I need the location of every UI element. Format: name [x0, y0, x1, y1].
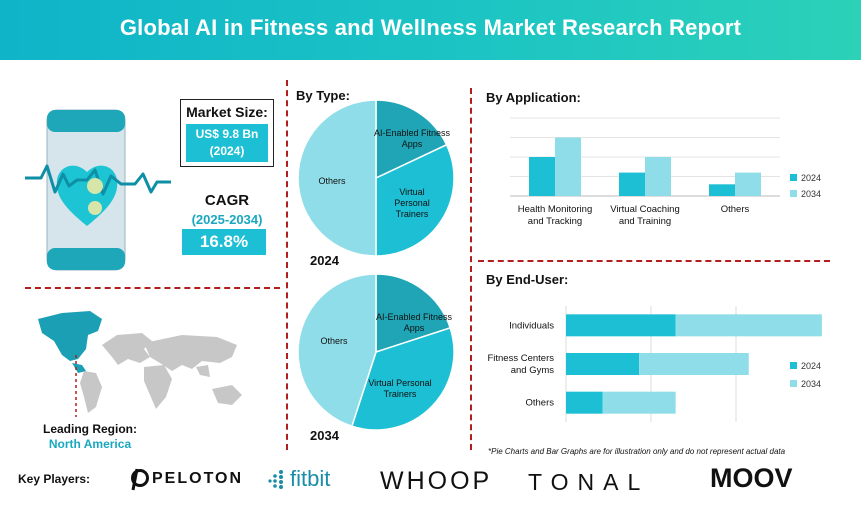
logo-tonal: TONAL	[528, 469, 650, 495]
legend-label: 2034	[801, 189, 821, 199]
divider-left	[286, 80, 288, 450]
market-size-amount: US$ 9.8 Bn	[195, 127, 259, 141]
bar-2034	[675, 314, 822, 337]
pie-slice	[297, 99, 377, 257]
report-title: Global AI in Fitness and Wellness Market…	[119, 15, 742, 40]
pie-slice-label: Others	[318, 176, 346, 186]
key-players-label: Key Players:	[18, 472, 91, 486]
cagr-value: 16.8%	[182, 229, 266, 255]
header-banner: Global AI in Fitness and Wellness Market…	[0, 0, 861, 60]
bar-2034	[639, 353, 749, 375]
leading-region-value: North America	[48, 437, 132, 451]
bar-2024	[619, 172, 645, 196]
divider-right	[470, 88, 472, 450]
pie-slice-label: Others	[320, 336, 348, 346]
by-type-title: By Type:	[296, 88, 350, 103]
legend-label: 2034	[801, 379, 821, 389]
legend-label: 2024	[801, 361, 821, 371]
pie-slice	[375, 273, 452, 354]
north-america-highlight	[38, 311, 102, 361]
market-size-card: Market Size: US$ 9.8 Bn (2024)	[180, 99, 274, 167]
logo-whoop: WHOOP	[380, 467, 493, 495]
pie-slice	[297, 273, 377, 428]
bar-2024	[566, 314, 676, 337]
legend-swatch	[790, 362, 797, 369]
legend-swatch	[790, 174, 797, 181]
by-end-user-title: By End-User:	[486, 272, 569, 287]
legend-swatch	[790, 380, 797, 387]
leading-region-label: Leading Region:	[43, 422, 137, 436]
cagr-label: CAGR	[204, 192, 250, 209]
pie-slice-label: Virtual Personal Trainers	[394, 187, 430, 219]
bar-2024	[529, 157, 555, 196]
market-size-label: Market Size:	[186, 104, 268, 120]
fitness-phone-illustration	[25, 109, 171, 271]
bar-2034	[555, 137, 581, 196]
bar-2024	[566, 353, 640, 375]
peloton-symbol-icon	[131, 468, 149, 491]
divider-left-horizontal	[25, 287, 280, 289]
category-label: Others	[721, 204, 750, 215]
illustration-footnote: *Pie Charts and Bar Graphs are for illus…	[488, 447, 786, 456]
pie-slice	[375, 99, 448, 180]
cagr-period: (2025-2034)	[191, 212, 263, 227]
pie-slice	[350, 326, 455, 431]
pie-year-2034: 2034	[310, 428, 339, 443]
bar-2034	[602, 391, 676, 414]
bar-2024	[566, 391, 603, 414]
market-size-value: US$ 9.8 Bn (2024)	[186, 124, 268, 162]
category-label: Individuals	[509, 320, 554, 331]
category-label: Others	[525, 398, 554, 409]
pie-slice	[375, 143, 455, 257]
legend-label: 2024	[801, 173, 821, 183]
end-user-bar-chart: Individuals Fitness Centers and Gyms Others…	[487, 306, 822, 422]
pie-chart-2034: AI-Enabled Fitness Apps Virtual Personal Tr…	[297, 273, 455, 431]
divider-right-horizontal	[478, 260, 830, 262]
pie-year-2024: 2024	[310, 253, 339, 268]
category-label: Fitness Centers and Gyms	[487, 353, 554, 376]
application-bar-chart: Health Monitoring and Tracking Virtual Coa…	[510, 117, 821, 227]
category-label: Health Monitoring and Tracking	[518, 204, 592, 227]
logo-moov: MOOV	[710, 463, 793, 493]
bar-2024	[709, 184, 735, 196]
legend-swatch	[790, 190, 797, 197]
pie-chart-2024: AI-Enabled Fitness Apps Virtual Personal Tra…	[297, 99, 455, 257]
category-label: Virtual Coaching and Training	[610, 204, 680, 227]
world-map	[38, 311, 242, 417]
pie-slice-label: AI-Enabled Fitness Apps	[374, 128, 451, 149]
pie-slice-label: AI-Enabled Fitness Apps	[376, 312, 453, 333]
market-size-year: (2024)	[209, 144, 245, 158]
logo-peloton: PELOTON	[152, 470, 244, 487]
fitbit-dots-icon	[268, 470, 283, 489]
bar-2034	[735, 172, 761, 196]
bar-2034	[645, 157, 671, 196]
by-application-title: By Application:	[486, 90, 581, 105]
logo-fitbit: fitbit	[290, 466, 331, 491]
pie-slice-label: Virtual Personal Trainers	[368, 378, 431, 399]
